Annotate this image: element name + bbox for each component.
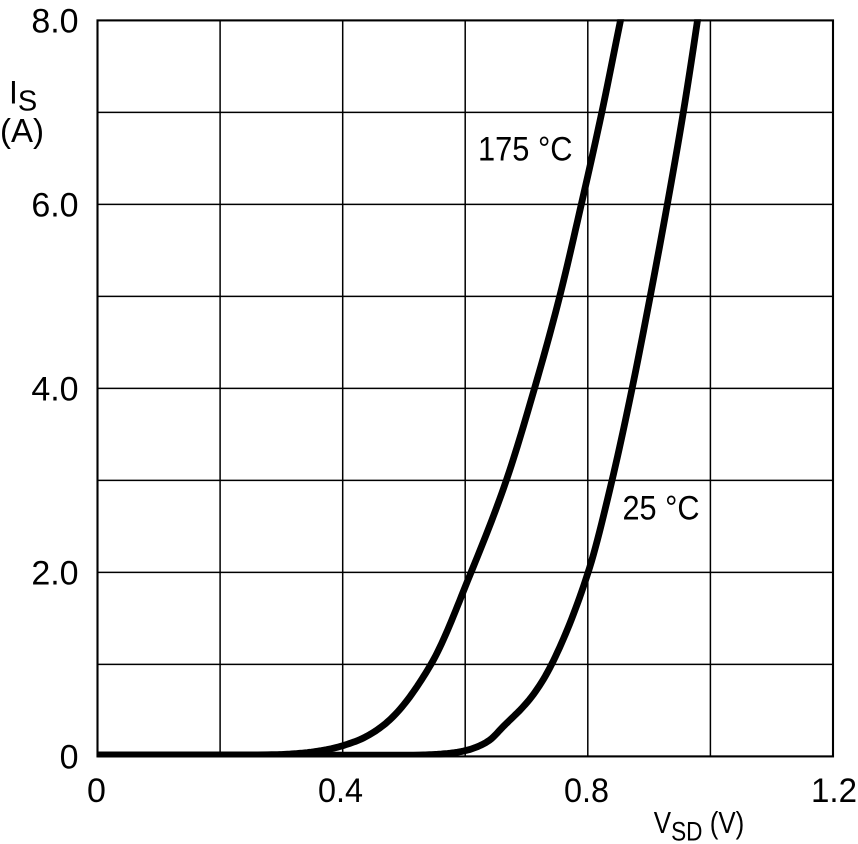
svg-text:6.0: 6.0 [31,186,78,224]
svg-text:0.4: 0.4 [318,772,363,810]
svg-text:2.0: 2.0 [31,554,78,592]
svg-text:(A): (A) [0,112,44,149]
svg-text:8.0: 8.0 [31,2,78,40]
svg-text:1.2: 1.2 [811,772,857,810]
svg-text:4.0: 4.0 [31,370,78,408]
svg-text:25 °C: 25 °C [623,489,700,527]
svg-text:VSD (V): VSD (V) [654,805,745,844]
svg-text:0: 0 [60,738,79,776]
svg-text:0.8: 0.8 [564,772,609,810]
svg-text:0: 0 [87,772,106,810]
svg-text:175 °C: 175 °C [478,130,573,168]
